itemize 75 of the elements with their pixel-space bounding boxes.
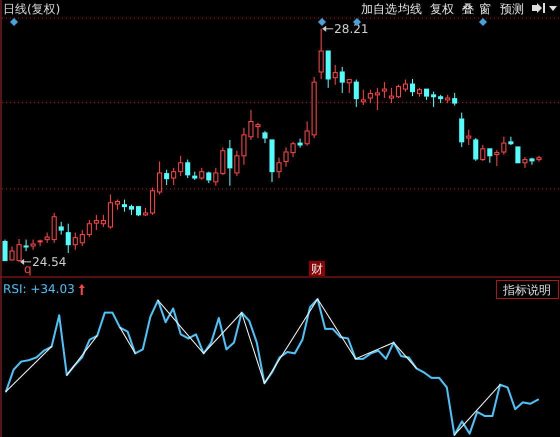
candlestick <box>206 171 212 184</box>
candlestick <box>332 64 338 86</box>
candlestick <box>122 199 127 212</box>
annotation: 24.54 <box>32 254 66 269</box>
candlestick <box>150 187 156 216</box>
candlestick <box>58 221 64 236</box>
candlestick <box>388 87 394 104</box>
candlestick <box>72 232 78 250</box>
candlestick <box>374 87 380 111</box>
text: 加自选 <box>361 2 397 16</box>
candlestick <box>396 84 401 99</box>
candlestick <box>368 89 373 104</box>
candlestick <box>220 147 226 176</box>
candlestick <box>410 78 416 97</box>
candlestick <box>354 79 359 108</box>
candlestick <box>171 167 176 186</box>
candlestick <box>452 92 458 106</box>
candlestick <box>52 212 57 244</box>
candlestick <box>466 129 472 146</box>
text: 预测 <box>500 2 524 16</box>
candlestick <box>199 167 204 180</box>
candlestick <box>234 150 240 177</box>
candlestick <box>128 204 134 216</box>
candlestick <box>157 161 162 196</box>
candlestick <box>318 28 324 80</box>
candlestick <box>262 130 268 144</box>
text: 指标说明 <box>502 283 551 297</box>
candlestick <box>501 136 506 156</box>
candlestick <box>494 150 500 166</box>
candlestick <box>114 199 120 210</box>
candlestick <box>276 157 282 179</box>
candlestick <box>522 156 528 168</box>
chart-title: 日线(复权) <box>3 2 60 16</box>
candlestick <box>487 148 492 164</box>
candlestick <box>304 121 310 146</box>
annotation: 28.21 <box>334 22 369 36</box>
candlestick <box>248 110 254 140</box>
candlestick <box>94 214 99 231</box>
candlestick <box>44 232 50 244</box>
candlestick <box>346 79 352 94</box>
candlestick <box>2 239 8 262</box>
candlestick <box>16 238 22 262</box>
candlestick <box>24 239 29 252</box>
candlestick <box>255 122 260 139</box>
text: 复权 <box>430 2 454 16</box>
candlestick <box>459 112 464 148</box>
candlestick <box>30 239 36 250</box>
candlestick <box>227 139 232 186</box>
candlestick <box>424 88 430 100</box>
candlestick <box>402 79 408 92</box>
candlestick <box>290 141 296 158</box>
text: 窗 <box>479 2 491 16</box>
candlestick <box>431 91 436 108</box>
candlestick <box>100 214 106 228</box>
candlestick <box>178 155 184 177</box>
candlestick <box>360 89 366 106</box>
candlestick <box>213 167 218 186</box>
candlestick <box>515 146 520 164</box>
text: 均线 <box>397 2 422 16</box>
candlestick <box>473 138 478 162</box>
candlestick <box>136 206 142 217</box>
annotation: q <box>24 262 32 276</box>
candlestick <box>241 127 246 166</box>
candlestick <box>382 82 387 99</box>
candlestick <box>284 147 289 168</box>
candlestick <box>185 159 190 179</box>
candlestick <box>340 66 345 94</box>
candlestick <box>86 219 92 238</box>
candlestick <box>66 223 71 254</box>
candlestick <box>10 246 15 262</box>
text: 叠 <box>462 2 474 16</box>
candlestick <box>480 144 486 162</box>
candlestick <box>164 169 170 186</box>
chart-title: RSI: +34.03 <box>3 282 75 296</box>
candlestick <box>80 230 85 246</box>
